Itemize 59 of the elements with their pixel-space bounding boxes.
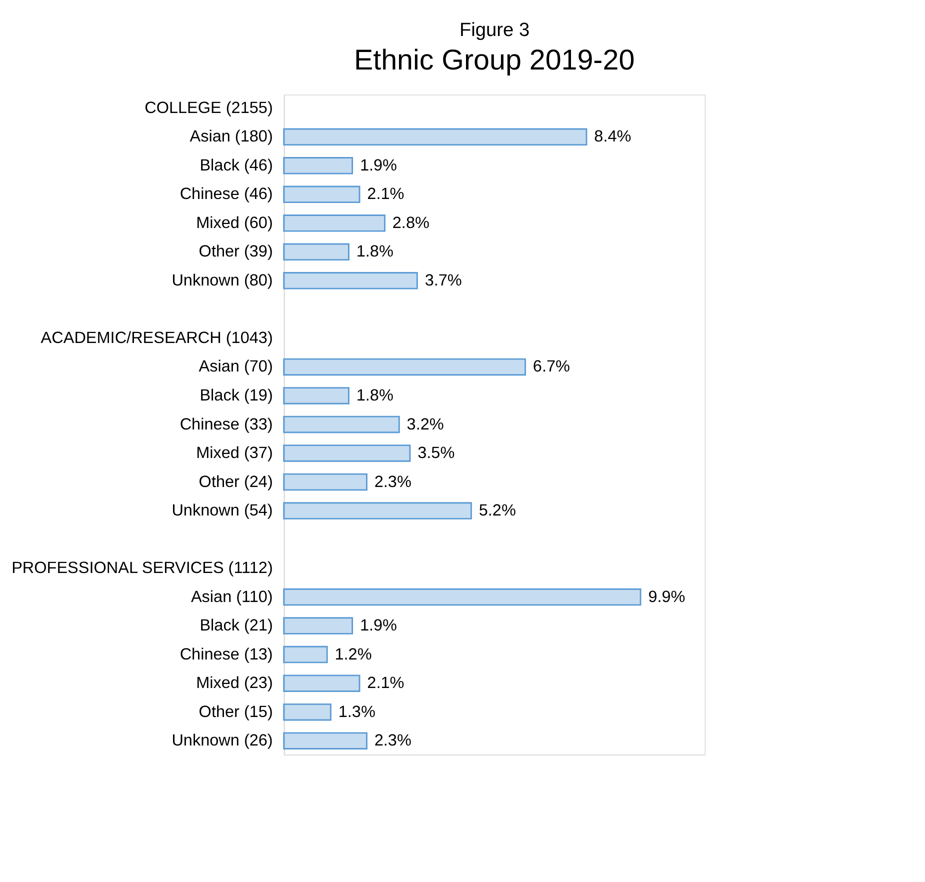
data-label: 2.8% (392, 214, 430, 232)
y-tick-label: Unknown (80) (172, 271, 273, 290)
data-label: 1.3% (338, 702, 376, 721)
y-tick-label: Black (21) (200, 616, 273, 635)
data-label: 1.8% (356, 386, 394, 405)
bar (283, 588, 642, 606)
bar (283, 358, 526, 376)
chart-title: Ethnic Group 2019-20 (354, 44, 635, 77)
data-label: 2.1% (367, 674, 404, 692)
data-label: 8.4% (594, 128, 632, 146)
data-label: 2.3% (374, 732, 412, 750)
bar (283, 272, 418, 290)
y-tick-label: COLLEGE (2155) (144, 98, 273, 117)
y-tick-label: Chinese (13) (180, 645, 273, 664)
y-tick-label: Other (24) (198, 472, 273, 491)
y-tick-label: Chinese (33) (180, 415, 273, 434)
bar (283, 416, 400, 434)
bar (283, 186, 360, 204)
bar (283, 732, 368, 750)
y-tick-label: Asian (70) (198, 358, 273, 376)
data-label: 1.9% (360, 156, 398, 174)
y-tick-label: Mixed (37) (196, 444, 273, 462)
data-label: 5.2% (478, 502, 516, 520)
y-tick-label: Other (39) (198, 242, 273, 261)
bar (283, 387, 350, 404)
bar (283, 703, 332, 721)
y-tick-label: Other (15) (198, 702, 273, 721)
data-label: 3.2% (406, 415, 444, 434)
data-label: 2.1% (367, 185, 404, 204)
bar (283, 444, 411, 462)
y-tick-label: Asian (180) (190, 128, 273, 146)
y-tick-label: Chinese (46) (180, 185, 273, 204)
bar (283, 214, 386, 232)
bar (283, 646, 328, 664)
data-label: 6.7% (532, 358, 570, 376)
bar (283, 617, 354, 634)
y-tick-label: ACADEMIC/RESEARCH (1043) (40, 328, 273, 347)
caption: Figure 3 (459, 20, 530, 42)
data-label: 1.9% (360, 616, 398, 635)
y-tick-label: Mixed (23) (196, 674, 273, 692)
y-tick-label: Unknown (54) (172, 502, 273, 520)
data-label: 9.9% (648, 588, 686, 606)
bar (283, 473, 368, 491)
y-tick-label: Unknown (26) (172, 732, 273, 750)
y-tick-label: PROFESSIONAL SERVICES (1112) (12, 559, 273, 578)
y-tick-label: Black (19) (200, 386, 273, 405)
bar (283, 243, 350, 261)
bar (283, 128, 588, 146)
data-label: 3.5% (418, 444, 455, 462)
data-label: 2.3% (374, 472, 412, 491)
y-tick-label: Black (46) (200, 156, 273, 174)
data-label: 1.8% (356, 242, 394, 261)
y-tick-label: Mixed (60) (196, 214, 273, 232)
y-tick-label: Asian (110) (190, 588, 273, 606)
bar (283, 502, 472, 520)
bar (283, 157, 354, 174)
bar (283, 674, 360, 692)
data-label: 1.2% (334, 645, 372, 664)
data-label: 3.7% (424, 271, 462, 290)
